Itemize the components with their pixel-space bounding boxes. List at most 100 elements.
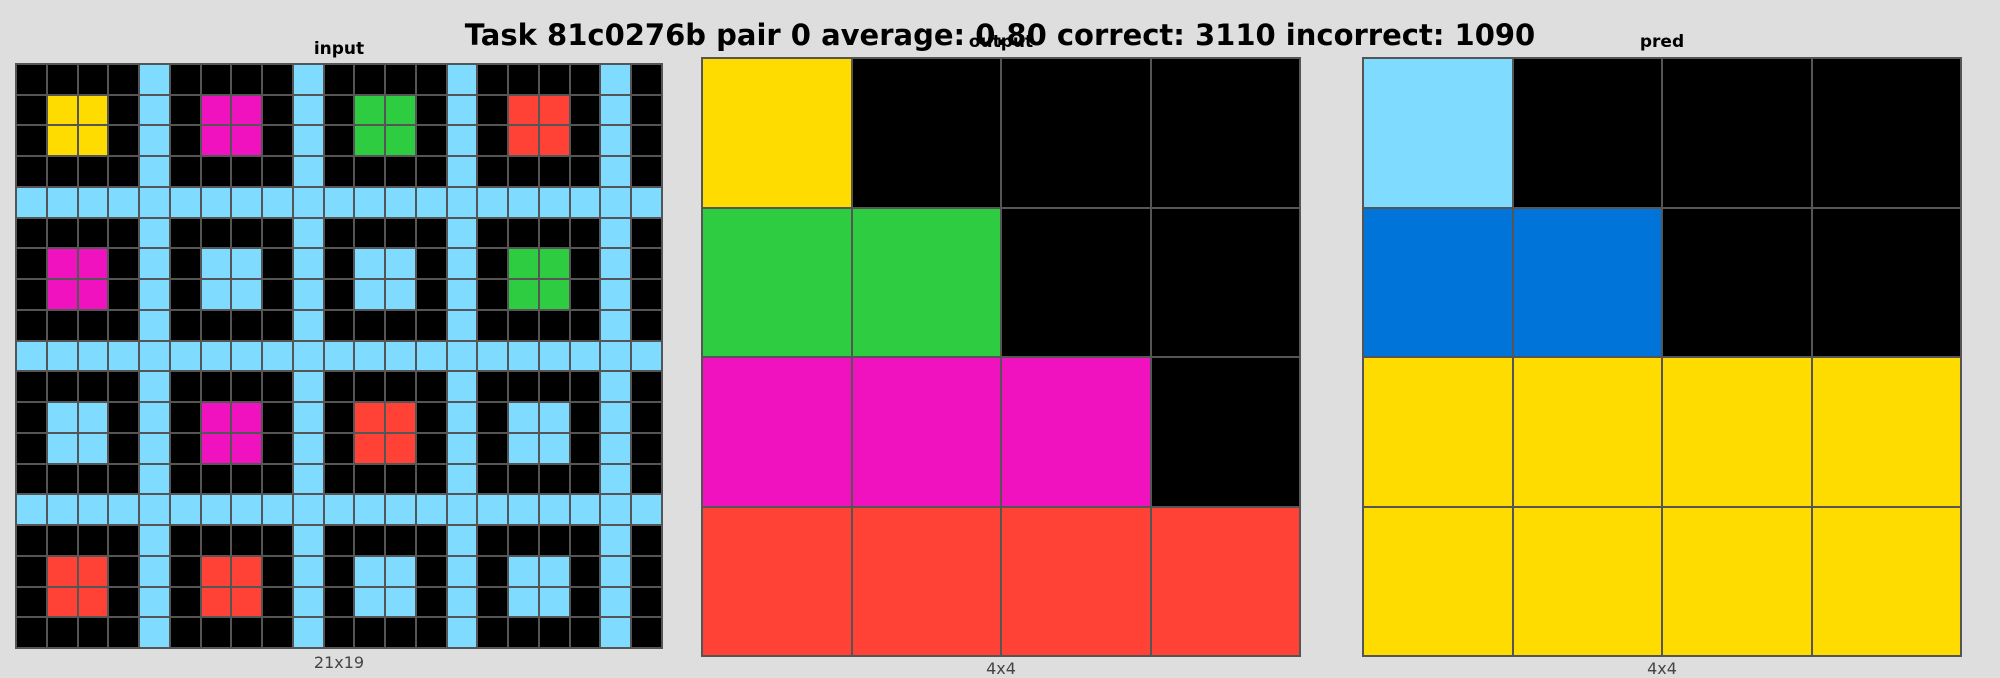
grid-cell: [385, 186, 416, 218]
grid-cell: [46, 279, 78, 310]
grid-cell: [446, 64, 478, 95]
grid-cell: [569, 402, 601, 433]
grid-cell: [415, 555, 447, 587]
grid-cell: [77, 94, 109, 126]
input-panel-title: input: [313, 39, 365, 59]
grid-cell: [292, 217, 324, 249]
grid-cell: [477, 555, 509, 587]
grid-cell: [600, 94, 632, 126]
grid-cell: [508, 525, 539, 556]
grid-cell: [262, 94, 293, 126]
grid-cell: [415, 525, 447, 556]
grid-cell: [600, 586, 632, 618]
grid-cell: [1363, 58, 1513, 208]
grid-cell: [169, 217, 201, 249]
grid-cell: [600, 555, 632, 587]
grid-cell: [262, 371, 293, 403]
grid-cell: [46, 432, 78, 464]
grid-cell: [477, 248, 509, 280]
grid-cell: [508, 494, 539, 526]
grid-cell: [169, 186, 201, 218]
grid-cell: [446, 586, 478, 618]
grid-cell: [46, 463, 78, 495]
grid-cell: [169, 525, 201, 556]
grid-cell: [200, 125, 232, 157]
grid-cell: [631, 432, 662, 464]
pred-grid: [1362, 57, 1962, 657]
grid-cell: [385, 617, 416, 648]
grid-cell: [631, 494, 662, 526]
grid-cell: [385, 217, 416, 249]
grid-cell: [77, 432, 109, 464]
grid-cell: [446, 555, 478, 587]
grid-cell: [169, 494, 201, 526]
grid-cell: [77, 279, 109, 310]
grid-cell: [323, 217, 355, 249]
grid-cell: [139, 617, 170, 648]
grid-cell: [600, 340, 632, 372]
grid-cell: [46, 555, 78, 587]
grid-cell: [538, 432, 570, 464]
grid-cell: [538, 463, 570, 495]
grid-cell: [77, 371, 109, 403]
grid-cell: [569, 586, 601, 618]
grid-cell: [600, 248, 632, 280]
grid-cell: [262, 309, 293, 341]
grid-cell: [415, 279, 447, 310]
grid-cell: [169, 125, 201, 157]
grid-cell: [1512, 58, 1662, 208]
grid-cell: [569, 125, 601, 157]
grid-cell: [538, 156, 570, 187]
grid-cell: [139, 402, 170, 433]
grid-cell: [415, 248, 447, 280]
grid-cell: [569, 555, 601, 587]
grid-cell: [323, 525, 355, 556]
grid-cell: [77, 217, 109, 249]
grid-cell: [538, 525, 570, 556]
grid-cell: [600, 463, 632, 495]
grid-cell: [477, 217, 509, 249]
grid-cell: [354, 463, 386, 495]
grid-cell: [600, 279, 632, 310]
grid-cell: [46, 402, 78, 433]
grid-cell: [538, 279, 570, 310]
grid-cell: [231, 494, 263, 526]
grid-cell: [1662, 506, 1812, 656]
grid-cell: [538, 64, 570, 95]
grid-cell: [415, 371, 447, 403]
grid-cell: [569, 248, 601, 280]
grid-cell: [292, 94, 324, 126]
grid-cell: [323, 463, 355, 495]
grid-cell: [16, 309, 47, 341]
grid-cell: [446, 279, 478, 310]
grid-cell: [231, 463, 263, 495]
grid-cell: [200, 217, 232, 249]
grid-cell: [169, 64, 201, 95]
grid-cell: [1512, 357, 1662, 507]
grid-cell: [354, 432, 386, 464]
grid-cell: [231, 617, 263, 648]
grid-cell: [46, 125, 78, 157]
grid-cell: [169, 156, 201, 187]
grid-cell: [631, 525, 662, 556]
grid-cell: [569, 463, 601, 495]
grid-cell: [354, 617, 386, 648]
grid-cell: [108, 248, 140, 280]
grid-cell: [538, 371, 570, 403]
grid-cell: [292, 402, 324, 433]
grid-cell: [631, 217, 662, 249]
grid-cell: [292, 463, 324, 495]
grid-cell: [231, 340, 263, 372]
grid-cell: [108, 525, 140, 556]
grid-cell: [169, 463, 201, 495]
grid-cell: [508, 217, 539, 249]
grid-cell: [538, 586, 570, 618]
grid-cell: [292, 156, 324, 187]
grid-cell: [108, 94, 140, 126]
grid-cell: [16, 248, 47, 280]
grid-cell: [46, 617, 78, 648]
input-grid: [15, 63, 663, 649]
grid-cell: [262, 432, 293, 464]
grid-cell: [508, 248, 539, 280]
grid-cell: [231, 555, 263, 587]
